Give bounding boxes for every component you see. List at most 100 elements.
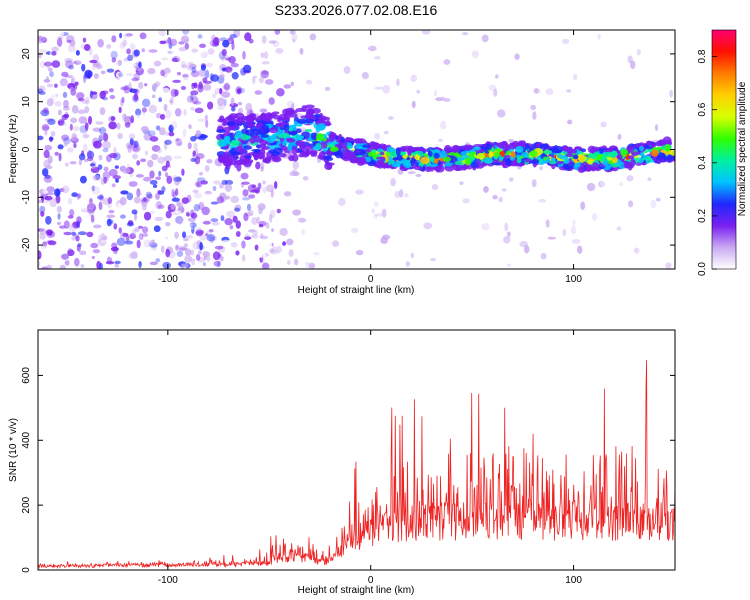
spectrogram-cell (439, 120, 447, 130)
spectrogram-cell (235, 220, 241, 229)
spectrogram-cell (73, 143, 77, 149)
spectrogram-cell (390, 177, 396, 187)
spectrogram-cell (113, 223, 118, 230)
spectrogram-cell (258, 76, 264, 84)
spectrogram-cell (503, 236, 511, 244)
spectrogram-cell (136, 112, 141, 120)
spectrogram-cell (164, 131, 170, 136)
spectrogram-cell (197, 118, 206, 122)
spectrogram-cell (149, 242, 158, 248)
spectrogram-cell (109, 152, 118, 159)
spectrogram-cell (66, 39, 72, 43)
spectrogram-cell (92, 249, 101, 254)
spectrogram-cell (190, 90, 199, 96)
spectrogram-cell (194, 181, 200, 188)
spectrogram-ridge-cell (329, 133, 335, 139)
spectrogram-cell (131, 144, 141, 153)
spectrogram-cell (224, 66, 233, 73)
spectrogram-cell (273, 181, 278, 190)
spectrogram-cell (532, 124, 542, 129)
spectrogram-cell (61, 114, 68, 121)
spectrogram-cell (69, 208, 75, 217)
spectrogram-ridge-cell (645, 156, 652, 163)
spectrogram-cell (201, 206, 210, 216)
spectrogram-ridge-cell (666, 154, 673, 163)
spectrogram-cell (172, 79, 182, 83)
spectrogram-cell (498, 196, 503, 203)
spectrogram-ridge-cell (626, 146, 635, 153)
spectrogram-cell (570, 53, 577, 62)
spectrogram-cell (368, 45, 377, 52)
spectrogram-cell (38, 40, 44, 44)
spectrogram-cell (636, 49, 641, 56)
spectrogram-ridge-cell (382, 144, 388, 152)
spectrogram-cell (87, 115, 93, 125)
spectrogram-cell (628, 226, 633, 232)
spectrogram-cell (89, 163, 96, 167)
spectrogram-ridge-cell (291, 127, 298, 131)
spectrogram-cell (394, 190, 401, 199)
spectrogram-cell (73, 60, 82, 65)
spectrogram-cell (421, 30, 431, 35)
spectrogram-cell (313, 81, 318, 88)
spectrogram-cell (50, 160, 60, 169)
spectrogram-cell (547, 236, 557, 240)
spectrogram-cell (185, 139, 193, 145)
spectrogram-cell (538, 198, 547, 203)
spectrogram-cell (102, 132, 109, 142)
x-tick-label: 100 (565, 575, 582, 586)
spectrogram-ridge-cell (520, 152, 530, 158)
spectrogram-cell (269, 198, 279, 207)
spectrogram-cell (256, 252, 266, 258)
spectrogram-cell (43, 159, 51, 169)
spectrogram-ridge-cell (577, 166, 586, 173)
spectrogram-ridge-cell (488, 150, 493, 159)
spectrogram-ridge-cell (588, 152, 593, 159)
spectrogram-cell (193, 142, 198, 150)
spectrogram-ridge-cell (463, 144, 474, 151)
snr-series-line (38, 360, 675, 569)
spectrogram-cell (74, 81, 79, 86)
spectrogram-cell (119, 196, 127, 206)
spectrogram-cell (184, 255, 193, 263)
spectrogram-cell (251, 217, 258, 225)
spectrogram-ridge-cell (585, 167, 591, 172)
spectrogram-ridge-cell (586, 159, 593, 164)
spectrogram-cell (176, 71, 182, 76)
spectrogram-cell (100, 70, 106, 75)
spectrogram-cell (191, 224, 195, 234)
spectrogram-cell (222, 39, 230, 48)
spectrogram-ridge-cell (334, 150, 343, 159)
spectrogram-ridge-cell (599, 148, 604, 154)
spectrogram-cell (462, 32, 469, 36)
spectrogram-cell (131, 140, 137, 149)
spectrogram-cell (98, 154, 103, 161)
spectrogram-cell (190, 93, 194, 101)
spectrogram-cell (71, 104, 79, 114)
spectrogram-cell (202, 77, 208, 83)
y-tick-label: 0 (21, 567, 32, 573)
spectrogram-cell (244, 233, 250, 239)
spectrogram-cell (462, 198, 470, 204)
spectrogram-cell (108, 168, 118, 177)
spectrogram-cell (122, 232, 129, 237)
spectrogram-cell (298, 263, 307, 269)
spectrogram-cell (191, 96, 199, 105)
spectrogram-cell (53, 188, 61, 197)
spectrogram-cell (54, 115, 64, 121)
spectrogram-cell (493, 88, 498, 97)
spectrogram-cell (496, 233, 503, 238)
spectrogram-cell (134, 88, 140, 95)
spectrogram-cell (144, 150, 149, 156)
spectrogram-cell (261, 35, 267, 44)
spectrogram-ridge-cell (454, 160, 464, 166)
spectrogram-ridge-cell (515, 145, 524, 154)
spectrogram-cell (305, 79, 313, 85)
spectrogram-cell (46, 239, 54, 244)
spectrogram-cell (171, 188, 175, 198)
spectrogram-cell (106, 214, 116, 219)
spectrogram-cell (205, 119, 209, 128)
spectrogram-cell (129, 88, 138, 94)
spectrogram-cell (230, 97, 235, 106)
spectrogram-cell (156, 148, 162, 154)
